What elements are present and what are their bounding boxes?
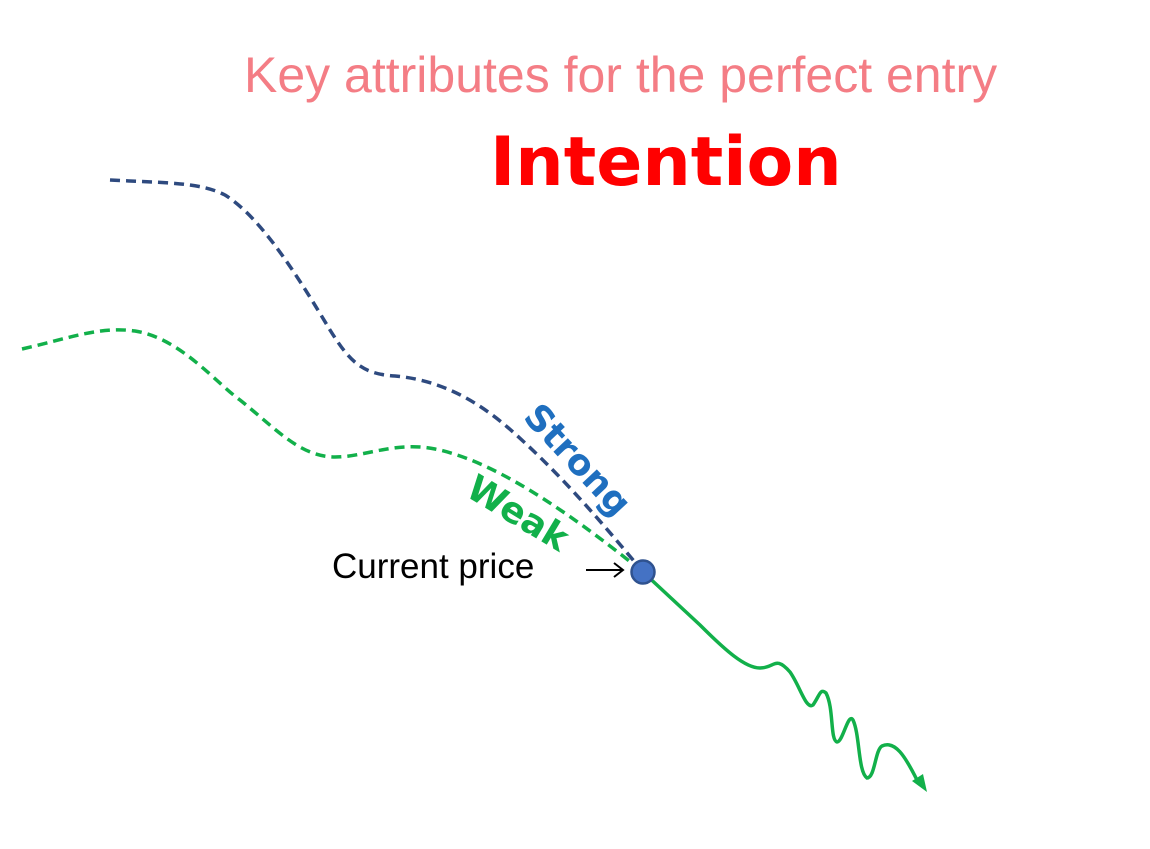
weak-approach-line — [21, 328, 645, 574]
blue-circle-icon — [630, 559, 656, 585]
title: Intention — [490, 123, 842, 202]
subtitle: Key attributes for the perfect entry — [244, 47, 998, 103]
current-price-arrow-icon — [586, 562, 625, 578]
strong-approach-line — [109, 178, 645, 574]
current-price-label: Current price — [332, 547, 535, 586]
future-price-line — [641, 570, 919, 781]
arrowhead-icon — [912, 774, 927, 792]
